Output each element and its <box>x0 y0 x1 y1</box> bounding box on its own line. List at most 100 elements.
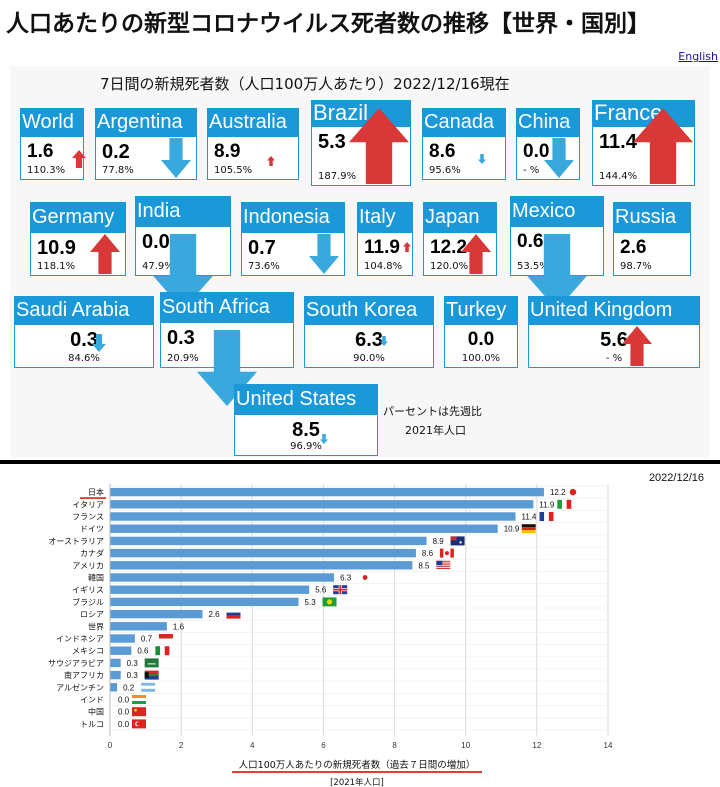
value-label: 11.9 <box>539 500 555 509</box>
x-tick-label: 12 <box>532 741 541 750</box>
x-tick-label: 0 <box>108 741 113 750</box>
bar <box>110 487 544 497</box>
arrow-down-shape <box>161 138 191 178</box>
category-label: インド <box>80 696 104 705</box>
tile-body: 8.9 105.5% <box>207 136 299 180</box>
x-tick-label: 2 <box>179 741 184 750</box>
tile-world: 1.6 110.3% World <box>20 108 84 180</box>
value-label: 0.6 <box>137 647 149 656</box>
arrow-down-shape <box>527 234 587 310</box>
tile-percent: - % <box>523 165 540 176</box>
tile-value: 8.6 <box>429 141 456 162</box>
tile-value: 0.2 <box>102 141 130 163</box>
tile-country-name: Saudi Arabia <box>14 296 154 324</box>
tile-body: 5.6 - % <box>528 324 700 368</box>
x-axis-note: [2021年人口] <box>330 777 384 787</box>
x-tick-label: 8 <box>392 741 397 750</box>
category-label: トルコ <box>80 720 104 729</box>
arrow-down-shape <box>478 154 486 164</box>
tile-country-name: Russia <box>613 202 691 232</box>
south-africa-flag <box>144 670 159 680</box>
x-tick-label: 10 <box>461 741 470 750</box>
tile-percent: 144.4% <box>599 171 638 182</box>
value-label: 0.3 <box>127 659 139 668</box>
tile-country-name: China <box>516 108 580 136</box>
english-link[interactable]: English <box>678 50 718 63</box>
bar <box>110 512 516 521</box>
tile-china: 0.0 - % China <box>516 108 580 180</box>
tile-value: 0.0 <box>523 141 550 162</box>
tile-russia: 2.6 98.7% Russia <box>613 202 691 276</box>
tile-percent: 110.3% <box>27 165 66 176</box>
tile-south-korea: 6.3 90.0% South Korea <box>304 296 434 368</box>
x-tick-label: 6 <box>321 741 326 750</box>
value-label: 0.0 <box>118 708 130 717</box>
saudi-flag <box>144 658 159 668</box>
category-label: フランス <box>72 513 104 522</box>
tile-value: 11.9 <box>364 237 400 258</box>
x-tick-label: 4 <box>250 741 255 750</box>
tile-country-name: Japan <box>423 202 497 232</box>
category-label: ブラジル <box>72 597 104 607</box>
arrow-up-icon <box>403 242 411 252</box>
tile-body: 0.0 100.0% <box>444 324 518 368</box>
tile-value: 6.3 <box>355 329 383 351</box>
turkey-flag <box>132 719 146 729</box>
tile-country-name: United States <box>234 384 378 414</box>
category-label: 世界 <box>88 621 104 631</box>
arrow-up-shape <box>90 234 120 274</box>
tile-country-name: World <box>20 108 84 136</box>
arrow-up-shape <box>461 234 491 274</box>
tile-body: 0.3 84.6% <box>14 324 154 368</box>
arrow-down-icon <box>320 434 328 444</box>
tile-canada: 8.6 95.6% Canada <box>422 108 506 180</box>
category-label: アメリカ <box>72 561 104 570</box>
panel-note: パーセントは先週比 2021年人口 <box>383 402 482 440</box>
note-percent: パーセントは先週比 <box>383 405 482 418</box>
tile-united-states: 8.5 96.9% United States <box>234 384 378 456</box>
category-label: イギリス <box>72 586 104 595</box>
arrow-down-icon <box>309 234 339 274</box>
japan-flag <box>569 488 577 496</box>
arrow-up-icon <box>461 234 491 274</box>
bar <box>110 609 203 619</box>
tile-body: 11.9 104.8% <box>357 232 413 276</box>
arrow-down-shape <box>153 234 213 310</box>
uk-flag <box>333 585 348 595</box>
arrow-up-icon <box>90 234 120 274</box>
x-axis-label: 人口100万人あたりの新規死者数（過去７日間の増加） <box>239 759 476 771</box>
arrow-down-shape <box>309 234 339 274</box>
category-label: 韓国 <box>88 573 104 583</box>
bar <box>110 646 132 655</box>
arrow-up-shape <box>403 242 411 252</box>
value-label: 5.3 <box>305 598 317 607</box>
india-flag <box>132 695 146 704</box>
tile-country-name: Mexico <box>510 196 604 226</box>
tile-value: 10.9 <box>37 237 76 259</box>
tile-country-name: France <box>592 100 695 126</box>
value-label: 6.3 <box>340 574 352 583</box>
tile-percent: 187.9% <box>318 171 357 182</box>
category-label: ロシア <box>80 610 104 619</box>
value-label: 0.0 <box>118 720 130 729</box>
tile-japan: 12.2 120.0% Japan <box>423 202 497 276</box>
tile-percent: 105.5% <box>214 165 253 176</box>
bar <box>110 622 167 631</box>
tile-percent: 47.9% <box>142 261 174 272</box>
bar <box>110 561 413 570</box>
tile-turkey: 0.0 100.0% Turkey <box>444 296 518 368</box>
bar <box>110 597 299 607</box>
arrow-up-shape <box>72 150 86 168</box>
tile-body: 6.3 90.0% <box>304 324 434 368</box>
x-tick-label: 14 <box>604 741 613 750</box>
value-label: 11.4 <box>522 513 538 522</box>
brazil-flag <box>322 597 337 607</box>
value-label: 0.2 <box>123 683 135 692</box>
tile-australia: 8.9 105.5% Australia <box>207 108 299 180</box>
arrow-down-shape <box>320 434 328 444</box>
category-label: アルゼンチン <box>56 682 104 692</box>
page-title: 人口あたりの新型コロナウイルス死者数の推移【世界・国別】 <box>6 11 650 37</box>
china-flag <box>132 707 146 717</box>
bar <box>110 634 135 643</box>
indonesia-flag <box>158 634 173 643</box>
